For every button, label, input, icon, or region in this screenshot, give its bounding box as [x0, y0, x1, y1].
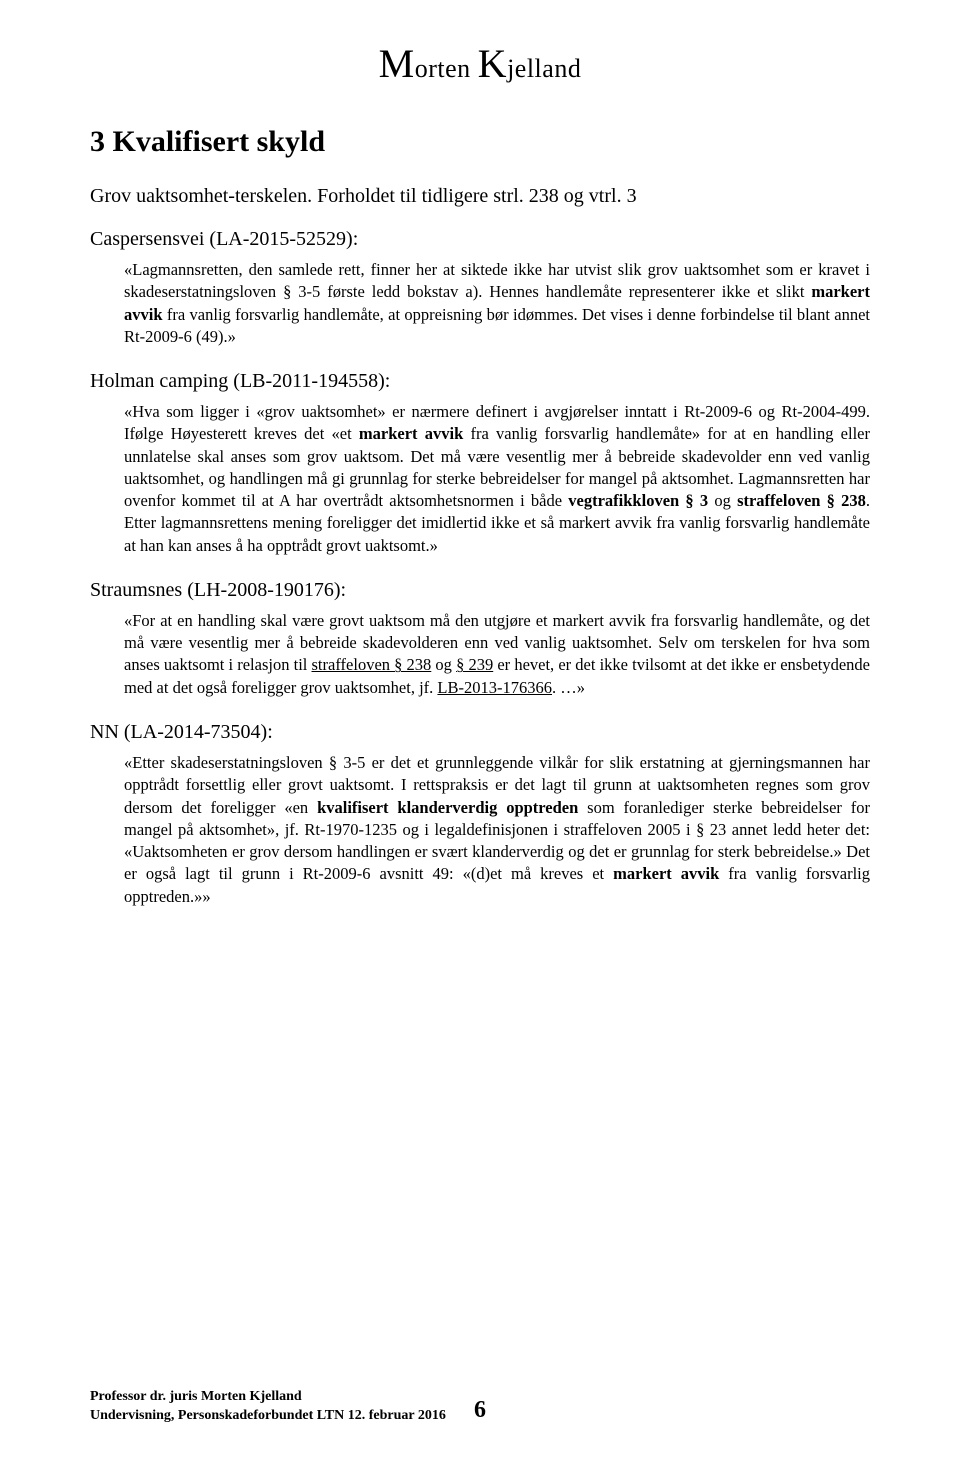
quote-text: og — [708, 491, 737, 510]
quote-bold: markert avvik — [359, 424, 463, 443]
quote-text: «Lagmannsretten, den samlede rett, finne… — [124, 260, 870, 301]
header-rest-2: jelland — [507, 54, 581, 83]
quote-bold: kvalifisert klanderverdig opptreden — [317, 798, 578, 817]
quote-bold: vegtrafikkloven § 3 — [568, 491, 708, 510]
quote-underline: § 239 — [456, 655, 493, 674]
quote-text: og — [431, 655, 456, 674]
footer-page-number: 6 — [90, 1397, 870, 1424]
page-header-author: Morten Kjelland — [90, 40, 870, 87]
case-straumsnes-quote: «For at en handling skal være grovt uakt… — [124, 610, 870, 699]
quote-underline: LB-2013-176366 — [437, 678, 552, 697]
header-rest-1: orten — [415, 54, 478, 83]
quote-bold: straffeloven § 238 — [737, 491, 866, 510]
case-nn-name: NN (LA-2014-73504): — [90, 721, 870, 744]
header-initial-m: M — [379, 41, 415, 86]
section-title: 3 Kvalifisert skyld — [90, 125, 870, 159]
quote-text: . …» — [552, 678, 585, 697]
case-holman-name: Holman camping (LB-2011-194558): — [90, 370, 870, 393]
quote-text: fra vanlig forsvarlig handlemåte, at opp… — [124, 305, 870, 346]
quote-underline: straffeloven § 238 — [312, 655, 432, 674]
section-subtitle: Grov uaktsomhet-terskelen. Forholdet til… — [90, 185, 870, 208]
case-holman-quote: «Hva som ligger i «grov uaktsomhet» er n… — [124, 401, 870, 557]
case-caspersensvei-quote: «Lagmannsretten, den samlede rett, finne… — [124, 259, 870, 348]
case-caspersensvei-name: Caspersensvei (LA-2015-52529): — [90, 228, 870, 251]
case-straumsnes-name: Straumsnes (LH-2008-190176): — [90, 579, 870, 602]
quote-bold: markert avvik — [613, 864, 719, 883]
case-nn-quote: «Etter skadeserstatningsloven § 3-5 er d… — [124, 752, 870, 908]
page-footer: Professor dr. juris Morten Kjelland Unde… — [90, 1388, 870, 1426]
header-initial-k: K — [478, 41, 507, 86]
